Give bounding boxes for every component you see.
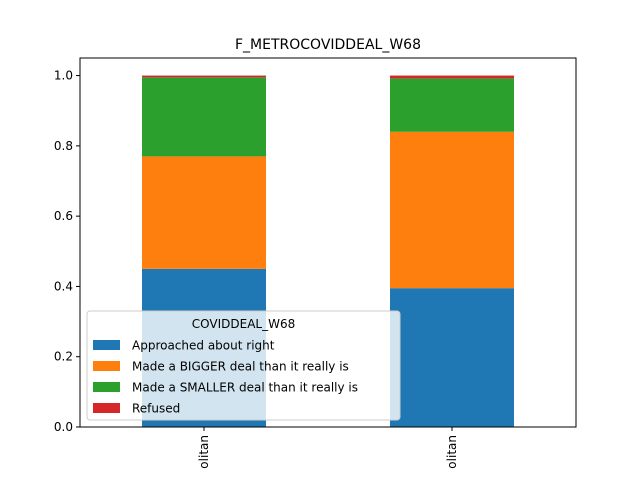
bar-segment-3-0 (142, 75, 266, 78)
y-tick-label: 1.0 (54, 69, 73, 83)
legend-swatch-3 (93, 403, 120, 413)
chart-title: F_METROCOVIDDEAL_W68 (235, 37, 421, 53)
y-tick-label: 0.4 (54, 279, 73, 293)
plot-frame (79, 57, 577, 428)
bar-segment-1-0 (142, 156, 266, 269)
y-tick-label: 0.2 (54, 350, 73, 364)
legend-box (86, 310, 401, 421)
legend: COVIDDEAL_W68 Approached about right Made … (86, 310, 401, 421)
x-axis: olitan olitan (197, 427, 459, 469)
y-tick-label: 0.0 (54, 420, 73, 434)
legend-label-1: Made a BIGGER deal than it really is (132, 360, 349, 374)
x-tick-label: olitan (197, 435, 211, 469)
legend-title: COVIDDEAL_W68 (192, 317, 295, 331)
legend-swatch-2 (93, 382, 120, 392)
x-tick-label: olitan (445, 435, 459, 469)
legend-swatch-0 (93, 340, 120, 350)
legend-swatch-1 (93, 361, 120, 371)
bar-segment-0-1 (390, 288, 514, 427)
y-tick-label: 0.8 (54, 139, 73, 153)
y-tick-label: 0.6 (54, 209, 73, 223)
y-axis: 0.0 0.2 0.4 0.6 0.8 1.0 (54, 69, 80, 434)
bar-segment-3-1 (390, 75, 514, 79)
legend-label-0: Approached about right (132, 339, 275, 353)
bar-segment-2-1 (390, 78, 514, 132)
bar-segment-2-0 (142, 77, 266, 157)
legend-label-2: Made a SMALLER deal than it really is (132, 381, 358, 395)
bar-segment-1-1 (390, 131, 514, 289)
legend-label-3: Refused (132, 402, 180, 416)
